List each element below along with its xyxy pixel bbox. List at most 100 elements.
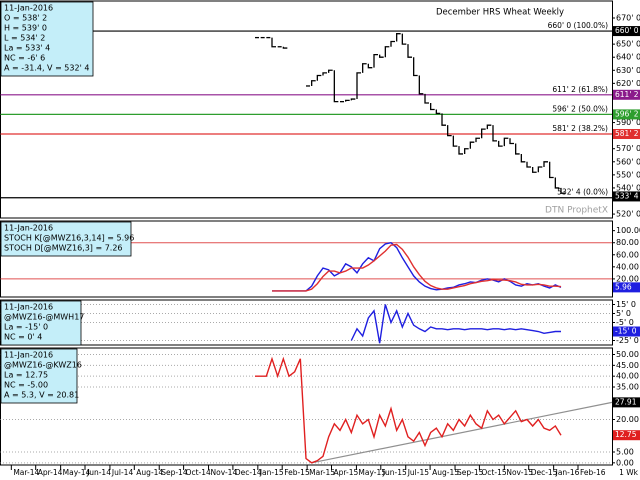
y-tick-label: 640' 0 (616, 53, 640, 62)
watermark: DTN ProphetX (545, 206, 608, 216)
value-box (613, 282, 640, 293)
value-box (613, 89, 640, 100)
trendline (311, 401, 613, 464)
y-tick-label: 540' 0 (616, 183, 640, 192)
x-tick-label: Oct-15 (481, 468, 506, 477)
y-tick-label: 670' 0 (616, 13, 640, 22)
price-bar (498, 140, 503, 147)
value-box (613, 129, 640, 140)
price-bar (333, 70, 339, 103)
y-tick-label: 60.00 (616, 250, 639, 259)
price-bar (311, 80, 316, 86)
price-bar (447, 125, 452, 137)
price-bar (469, 141, 475, 149)
x-tick-label: Apr-14 (38, 468, 63, 477)
y-tick-label: -25' 0 (616, 336, 639, 345)
price-bar (543, 161, 548, 168)
series-line (272, 243, 562, 292)
panel: 670' 0 650' 0 640' 0 630' 0 620' 0 590' 0 570'… (0, 0, 640, 219)
info-line: La = 533' 4 (4, 44, 50, 53)
series-line (272, 241, 562, 292)
price-bar (407, 44, 412, 58)
x-tick-label: Dec-14 (235, 468, 262, 477)
price-bar (390, 40, 395, 47)
price-bar (413, 57, 418, 77)
value-box-label: 5.96 (615, 282, 632, 291)
info-line: STOCH K[@MWZ16,3,14] = 5.96 (4, 234, 134, 243)
price-bar (362, 63, 367, 73)
x-tick-label: Aug-14 (136, 468, 163, 477)
x-tick-label: Jun-14 (86, 468, 111, 477)
info-box-frame (0, 348, 78, 404)
info-line: A = -31.4, V = 532' 4 (4, 64, 89, 73)
info-line: STOCH D[@MWZ16,3] = 7.26 (4, 244, 123, 253)
panel: 15' 05' 0-5' 0 -25' 0-15' 0 11-Jan-2016@MW… (0, 299, 640, 346)
info-line: @MWZ16-@MWH17 (4, 313, 84, 322)
value-box-label: 27.91 (615, 397, 637, 406)
y-tick-label: 50.00 (616, 350, 639, 359)
info-line: 11-Jan-2016 (4, 4, 53, 13)
value-box (613, 191, 640, 202)
y-tick-label: 570' 0 (616, 144, 640, 153)
y-tick-label: 620' 0 (616, 79, 640, 88)
y-tick-label: 40.00 (616, 262, 639, 271)
price-bar (560, 187, 565, 194)
price-bar (475, 137, 480, 143)
x-tick-label: Jul-15 (407, 468, 430, 477)
value-box-label: 533' 4 (615, 191, 639, 200)
level-label: 611' 2 (61.8%) (552, 85, 608, 94)
price-bar (418, 75, 424, 95)
price-bar (350, 98, 356, 101)
value-box (613, 109, 640, 120)
price-bar (328, 69, 333, 73)
price-bar (367, 63, 373, 69)
x-tick-label: Jan-16 (555, 468, 580, 477)
x-tick-label: Jun-15 (382, 468, 407, 477)
price-bar (503, 137, 509, 147)
price-bar (356, 72, 361, 100)
price-bar (464, 148, 469, 154)
price-bar (549, 161, 554, 179)
panel: 50.00 45.00 40.00 35.00 20.00 5.000.00 27.91 12… (0, 347, 640, 477)
x-tick-label: Feb-15 (284, 468, 310, 477)
x-tick-label: Sep-15 (457, 468, 484, 477)
price-bar (481, 128, 486, 139)
price-bar (396, 33, 401, 42)
plot-area (0, 304, 612, 344)
info-line: A = 5.3, V = 20.81 (4, 391, 79, 400)
price-bar (554, 177, 560, 189)
level-label: 660' 0 (100.0%) (548, 21, 608, 30)
info-line: 11-Jan-2016 (4, 303, 53, 312)
price-bar (345, 99, 350, 102)
level-label: 596' 2 (50.0%) (552, 104, 608, 113)
price-bar (282, 46, 288, 49)
price-bar (271, 37, 276, 48)
x-tick-label: Nov-14 (211, 468, 238, 477)
chart-title: December HRS Wheat Weekly (436, 8, 564, 18)
y-tick-label: 35.00 (616, 383, 639, 392)
value-box-label: 12.75 (615, 430, 637, 439)
price-bar (379, 54, 384, 58)
plot-area (0, 30, 612, 199)
info-line: La = 12.75 (4, 371, 48, 380)
y-tick-label: 20.00 (616, 274, 639, 283)
y-tick-label: 45.00 (616, 361, 639, 370)
y-tick-label: -5' 0 (616, 318, 634, 327)
value-box-label: 596' 2 (615, 109, 639, 118)
info-line: L = 534' 2 (4, 34, 45, 43)
price-bar (322, 72, 327, 76)
period-label: 1 Wk (619, 468, 639, 477)
price-bar (452, 135, 458, 147)
y-tick-label: 15' 0 (616, 300, 636, 309)
x-tick-label: Mar-15 (309, 468, 335, 477)
price-bar (316, 74, 322, 81)
price-bar (401, 33, 407, 45)
x-tick-label: Jan-15 (259, 468, 284, 477)
info-line: H = 539' 0 (4, 24, 47, 33)
value-box (613, 326, 640, 337)
